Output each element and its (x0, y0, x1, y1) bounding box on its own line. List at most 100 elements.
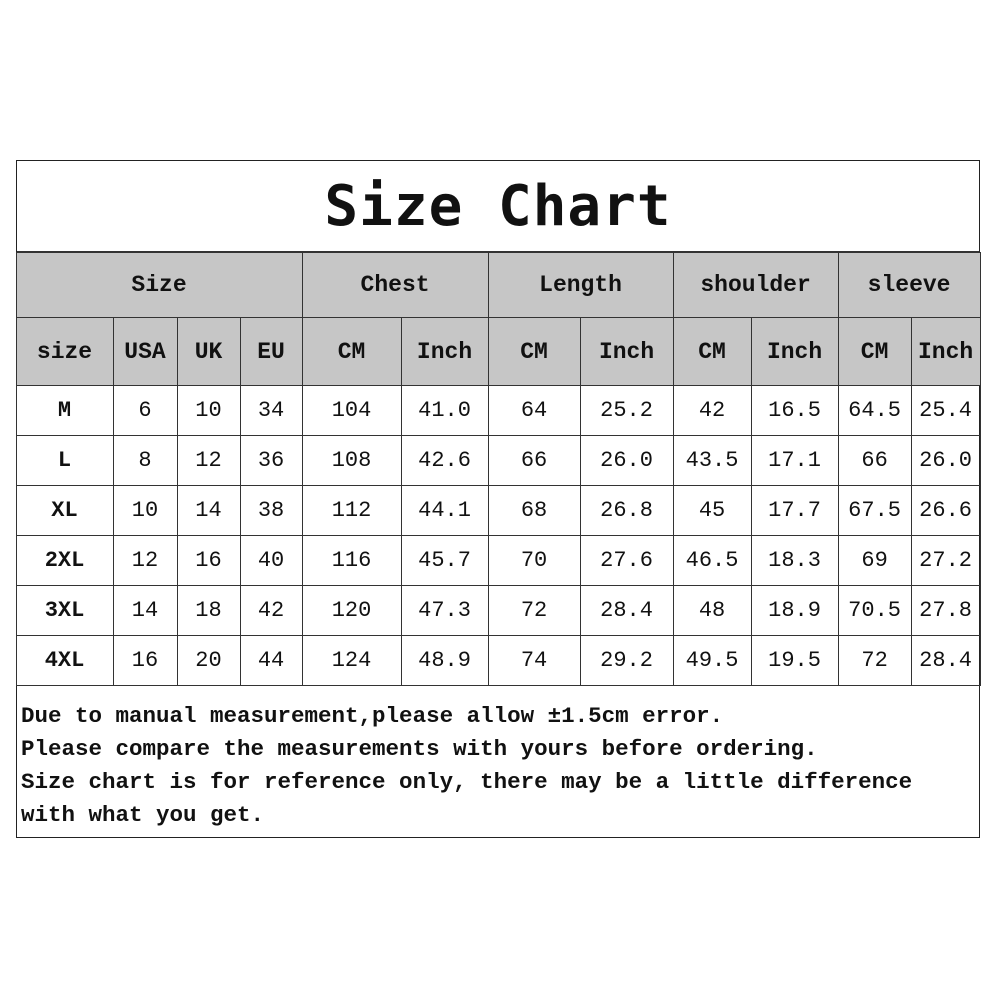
value-cell: 74 (487, 635, 581, 686)
size-label-cell: XL (15, 485, 114, 536)
value-cell: 124 (301, 635, 402, 686)
value-cell: 45 (672, 485, 752, 536)
table-row: M 6 10 34 104 41.0 64 25.2 42 16.5 64.5 25.4 (15, 385, 981, 436)
value-cell: 70 (487, 535, 581, 586)
value-cell: 12 (112, 535, 178, 586)
value-cell: 18.3 (750, 535, 839, 586)
value-cell: 48.9 (400, 635, 489, 686)
value-cell: 27.8 (910, 585, 981, 636)
sub-header-cell: Inch (579, 317, 674, 386)
value-cell: 27.6 (579, 535, 674, 586)
value-cell: 26.8 (579, 485, 674, 536)
size-label-cell: M (15, 385, 114, 436)
value-cell: 40 (239, 535, 303, 586)
value-cell: 17.7 (750, 485, 839, 536)
sub-header-cell: USA (112, 317, 178, 386)
value-cell: 27.2 (910, 535, 981, 586)
sub-header-cell: Inch (400, 317, 489, 386)
value-cell: 14 (112, 585, 178, 636)
value-cell: 19.5 (750, 635, 839, 686)
value-cell: 17.1 (750, 435, 839, 486)
size-label-cell: L (15, 435, 114, 486)
sub-header-cell: Inch (750, 317, 839, 386)
table-row: L 8 12 36 108 42.6 66 26.0 43.5 17.1 66 26.0 (15, 435, 981, 486)
value-cell: 108 (301, 435, 402, 486)
value-cell: 28.4 (579, 585, 674, 636)
size-label-cell: 3XL (15, 585, 114, 636)
chart-title: Size Chart (17, 161, 979, 252)
note-line: Due to manual measurement,please allow ±… (21, 703, 724, 729)
value-cell: 46.5 (672, 535, 752, 586)
sub-header-cell: EU (239, 317, 303, 386)
size-chart: Size Chart Size Chest Length shoulder sl… (15, 160, 981, 838)
value-cell: 42.6 (400, 435, 489, 486)
note-line: Size chart is for reference only, there … (21, 769, 913, 795)
value-cell: 112 (301, 485, 402, 536)
notes: Due to manual measurement,please allow ±… (17, 686, 979, 832)
value-cell: 72 (837, 635, 912, 686)
value-cell: 25.2 (579, 385, 674, 436)
value-cell: 29.2 (579, 635, 674, 686)
value-cell: 120 (301, 585, 402, 636)
value-cell: 49.5 (672, 635, 752, 686)
sub-header-cell: Inch (910, 317, 981, 386)
value-cell: 43.5 (672, 435, 752, 486)
value-cell: 38 (239, 485, 303, 536)
value-cell: 45.7 (400, 535, 489, 586)
header-length: Length (487, 252, 674, 318)
sub-header-cell: CM (301, 317, 402, 386)
value-cell: 44.1 (400, 485, 489, 536)
value-cell: 12 (176, 435, 241, 486)
value-cell: 25.4 (910, 385, 981, 436)
value-cell: 34 (239, 385, 303, 436)
value-cell: 14 (176, 485, 241, 536)
value-cell: 16 (112, 635, 178, 686)
value-cell: 116 (301, 535, 402, 586)
size-label-cell: 2XL (15, 535, 114, 586)
header-sleeve: sleeve (837, 252, 981, 318)
sub-header-cell: size (15, 317, 114, 386)
value-cell: 6 (112, 385, 178, 436)
value-cell: 26.6 (910, 485, 981, 536)
value-cell: 66 (487, 435, 581, 486)
size-label-cell: 4XL (15, 635, 114, 686)
value-cell: 68 (487, 485, 581, 536)
note-line: Please compare the measurements with you… (21, 736, 818, 762)
header-size: Size (15, 252, 303, 318)
value-cell: 69 (837, 535, 912, 586)
value-cell: 10 (176, 385, 241, 436)
value-cell: 42 (239, 585, 303, 636)
value-cell: 8 (112, 435, 178, 486)
value-cell: 67.5 (837, 485, 912, 536)
sub-header-cell: UK (176, 317, 241, 386)
value-cell: 26.0 (579, 435, 674, 486)
note-line: with what you get. (21, 802, 265, 828)
table-row: 2XL 12 16 40 116 45.7 70 27.6 46.5 18.3 69 27.2 (15, 535, 981, 586)
value-cell: 48 (672, 585, 752, 636)
value-cell: 16.5 (750, 385, 839, 436)
sub-header-cell: CM (837, 317, 912, 386)
value-cell: 41.0 (400, 385, 489, 436)
value-cell: 10 (112, 485, 178, 536)
value-cell: 28.4 (910, 635, 981, 686)
value-cell: 64 (487, 385, 581, 436)
value-cell: 26.0 (910, 435, 981, 486)
value-cell: 70.5 (837, 585, 912, 636)
value-cell: 66 (837, 435, 912, 486)
value-cell: 42 (672, 385, 752, 436)
sub-header-cell: CM (487, 317, 581, 386)
header-group-row: Size Chest Length shoulder sleeve (15, 252, 981, 318)
table-row: 4XL 16 20 44 124 48.9 74 29.2 49.5 19.5 72 28.4 (15, 635, 981, 686)
value-cell: 44 (239, 635, 303, 686)
header-chest: Chest (301, 252, 489, 318)
sub-header-cell: CM (672, 317, 752, 386)
value-cell: 72 (487, 585, 581, 636)
value-cell: 18 (176, 585, 241, 636)
value-cell: 18.9 (750, 585, 839, 636)
value-cell: 47.3 (400, 585, 489, 636)
size-table: Size Chest Length shoulder sleeve size US… (15, 252, 981, 686)
value-cell: 36 (239, 435, 303, 486)
value-cell: 104 (301, 385, 402, 436)
value-cell: 20 (176, 635, 241, 686)
value-cell: 64.5 (837, 385, 912, 436)
